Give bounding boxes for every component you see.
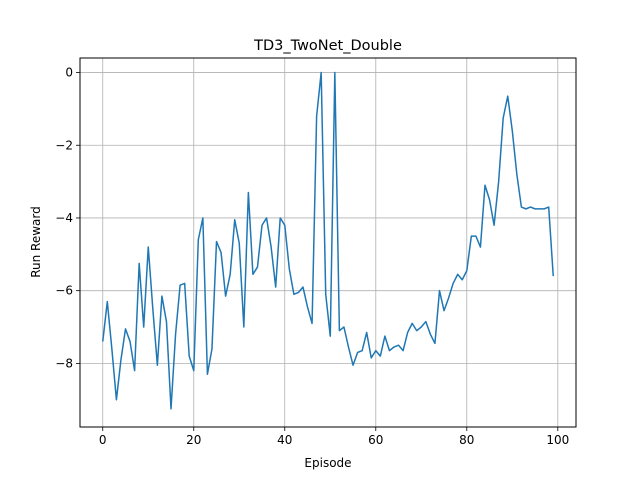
y-tick-label: −2	[55, 138, 73, 152]
y-tick-label: −6	[55, 284, 73, 298]
x-tick-label: 60	[368, 433, 383, 447]
chart-title: TD3_TwoNet_Double	[253, 38, 402, 54]
x-tick-label: 100	[546, 433, 569, 447]
x-axis-title: Episode	[304, 456, 351, 470]
y-tick-label: 0	[65, 66, 73, 80]
series-group	[102, 71, 554, 410]
y-tick-label: −4	[55, 211, 73, 225]
plot-frame	[79, 57, 577, 428]
grid-lines	[80, 58, 576, 427]
axis-ticks: 0 20 40 60 80 100 0 −2 −4 −6 −8	[55, 66, 569, 447]
series-line	[102, 71, 554, 410]
x-tick-label: 80	[459, 433, 474, 447]
y-tick-label: −8	[55, 356, 73, 370]
x-tick-label: 20	[186, 433, 201, 447]
x-tick-label: 40	[277, 433, 292, 447]
y-axis-title: Run Reward	[29, 206, 43, 278]
x-tick-label: 0	[99, 433, 107, 447]
